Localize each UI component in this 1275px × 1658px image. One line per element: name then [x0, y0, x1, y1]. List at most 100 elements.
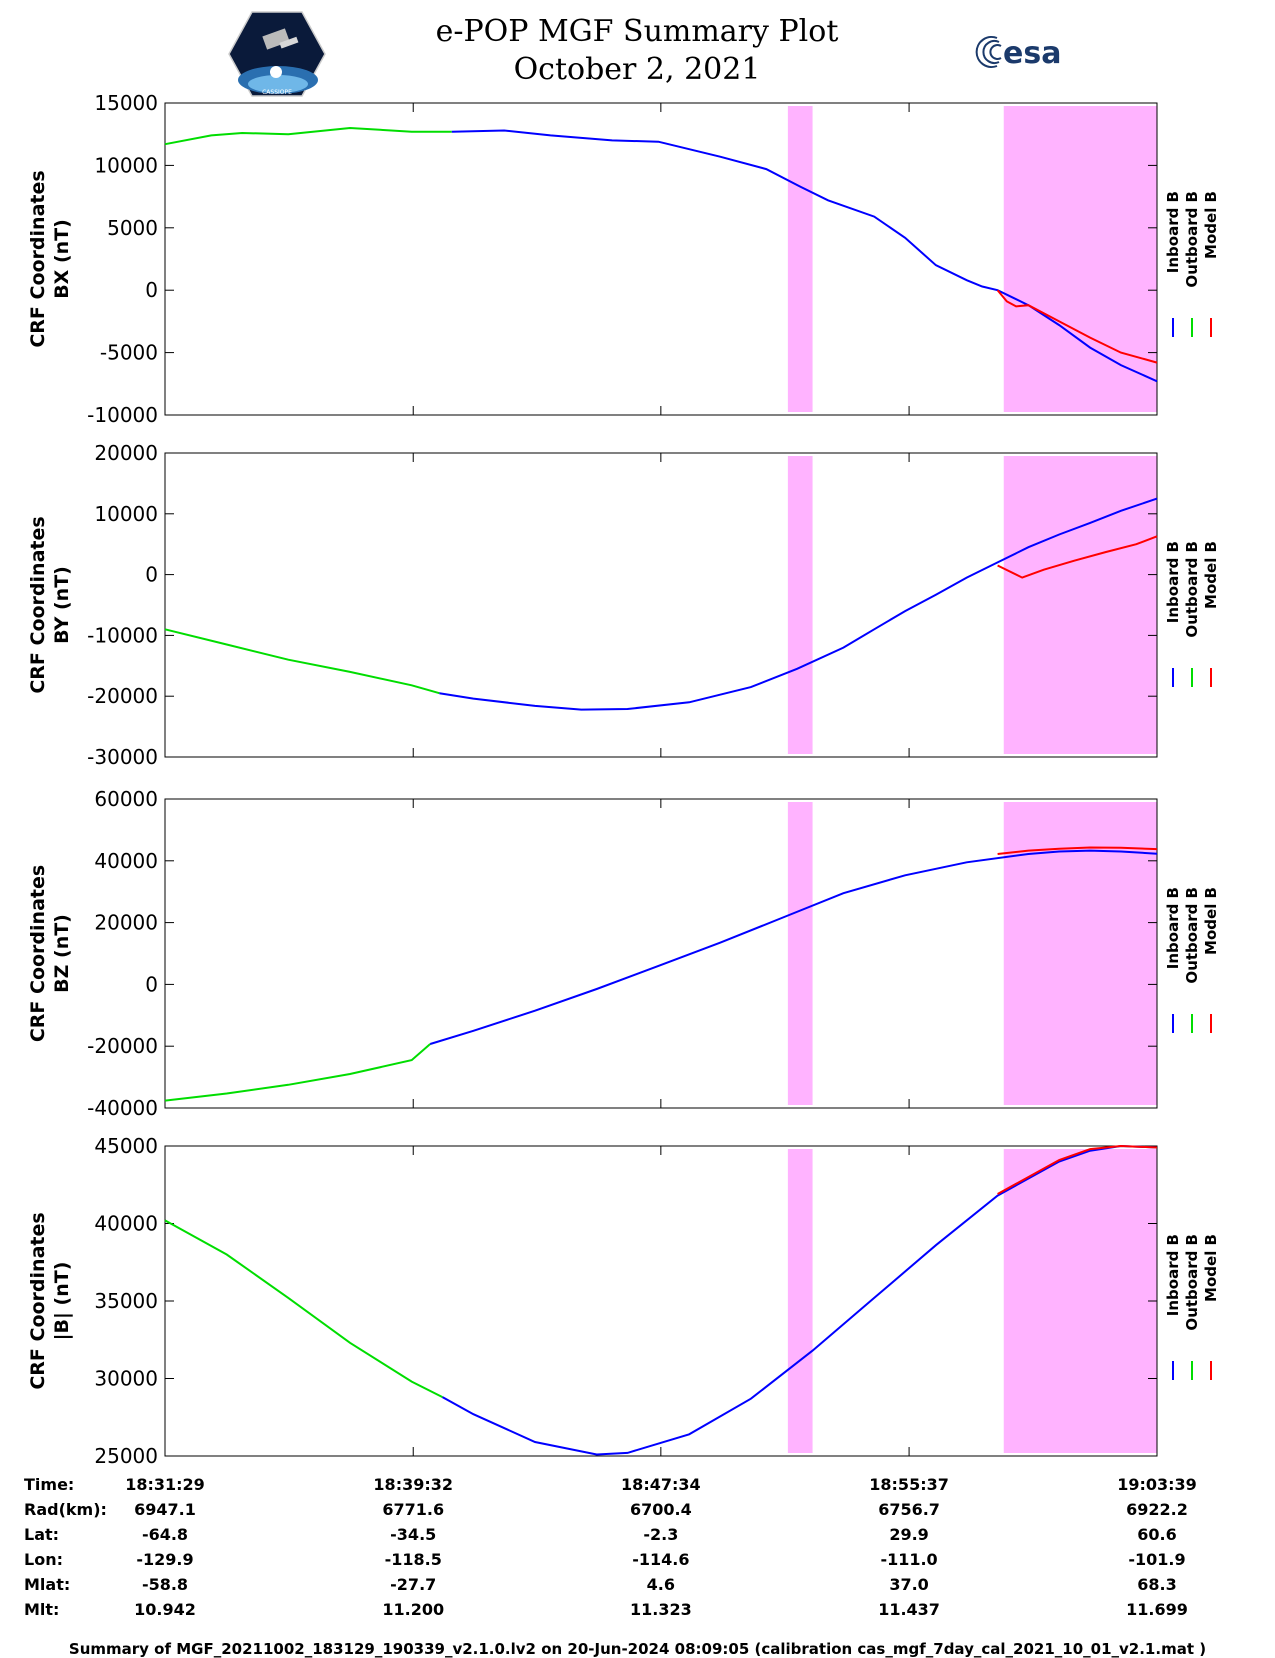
ephemeris-value: 60.6	[1137, 1525, 1176, 1544]
y-axis-label: BY (nT)	[51, 566, 73, 644]
legend-label: Model B	[1202, 541, 1220, 609]
ephemeris-row-label: Lon:	[24, 1550, 63, 1569]
ephemeris-value: 11.200	[382, 1600, 444, 1619]
ephemeris-value: -58.8	[142, 1575, 188, 1594]
y-tick-label: 40000	[94, 1212, 158, 1236]
y-axis-label: BZ (nT)	[51, 914, 73, 993]
footer-summary: Summary of MGF_20211002_183129_190339_v2…	[68, 1640, 1207, 1658]
ephemeris-value: 6771.6	[382, 1500, 444, 1519]
y-tick-label: 0	[145, 278, 158, 302]
ephemeris-value: -2.3	[643, 1525, 678, 1544]
ephemeris-row-label: Time:	[24, 1475, 74, 1494]
esa-logo: esa	[975, 36, 1061, 71]
highlight-band	[1003, 456, 1157, 754]
y-tick-label: -10000	[87, 623, 158, 647]
highlight-band	[1003, 106, 1157, 412]
y-tick-label: 0	[145, 563, 158, 587]
ephemeris-value: -64.8	[142, 1525, 188, 1544]
y-axis-label: CRF Coordinates	[27, 865, 49, 1042]
ephemeris-value: 19:03:39	[1117, 1475, 1197, 1494]
highlight-band	[1003, 1149, 1157, 1453]
chart-subtitle: October 2, 2021	[513, 52, 761, 87]
ephemeris-value: 18:39:32	[373, 1475, 453, 1494]
series-line-model-b	[997, 535, 1158, 579]
y-tick-label: 20000	[94, 911, 158, 935]
ephemeris-value: 18:31:29	[125, 1475, 205, 1494]
y-tick-label: -10000	[87, 403, 158, 427]
ephemeris-value: 18:47:34	[621, 1475, 701, 1494]
y-tick-label: 20000	[94, 441, 158, 465]
y-tick-label: -20000	[87, 684, 158, 708]
esa-logo-text: esa	[1003, 36, 1061, 71]
y-tick-label: -5000	[100, 341, 158, 365]
ephemeris-value: 11.323	[630, 1600, 692, 1619]
cassiope-logo-text: CASSIOPE	[262, 89, 292, 96]
y-axis-label: CRF Coordinates	[27, 170, 49, 347]
ephemeris-value: -114.6	[632, 1550, 689, 1569]
ephemeris-value: 11.699	[1126, 1600, 1188, 1619]
ephemeris-value: 29.9	[889, 1525, 928, 1544]
ephemeris-value: 18:55:37	[869, 1475, 949, 1494]
ephemeris-value: 37.0	[889, 1575, 928, 1594]
series-line-inboard-b	[429, 849, 1158, 1045]
chart-title: e-POP MGF Summary Plot	[435, 14, 839, 49]
y-tick-label: 15000	[94, 91, 158, 115]
legend-label: Outboard B	[1183, 1234, 1201, 1331]
series-line-outboard-b	[164, 126, 452, 146]
y-tick-label: -30000	[87, 745, 158, 769]
ephemeris-row-label: Lat:	[24, 1525, 59, 1544]
legend-label: Inboard B	[1164, 541, 1182, 623]
legend-label: Inboard B	[1164, 887, 1182, 969]
y-axis-label: |B| (nT)	[51, 1262, 73, 1341]
legend-label: Model B	[1202, 887, 1220, 955]
series-line-model-b	[997, 1144, 1158, 1195]
legend-label: Model B	[1202, 191, 1220, 259]
y-tick-label: -20000	[87, 1034, 158, 1058]
y-tick-label: 0	[145, 972, 158, 996]
series-line-outboard-b	[164, 628, 440, 695]
header: CASSIOPE e-POP MGF Summary Plot October …	[0, 0, 1275, 100]
ephemeris-row-label: Mlat:	[24, 1575, 70, 1594]
ephemeris-value: 4.6	[647, 1575, 675, 1594]
y-axis-label: BX (nT)	[51, 219, 73, 299]
ephemeris-value: 6756.7	[878, 1500, 940, 1519]
series-line-inboard-b	[439, 497, 1158, 711]
highlight-band	[787, 106, 813, 412]
series-line-model-b	[997, 846, 1158, 855]
y-tick-label: 60000	[94, 787, 158, 811]
legend-label: Outboard B	[1183, 191, 1201, 288]
ephemeris-value: -34.5	[390, 1525, 436, 1544]
legend-label: Outboard B	[1183, 541, 1201, 638]
ephemeris-row-label: Mlt:	[24, 1600, 59, 1619]
ephemeris-value: 6947.1	[134, 1500, 196, 1519]
series-line-inboard-b	[442, 1144, 1158, 1456]
y-tick-label: 10000	[94, 502, 158, 526]
ephemeris-value: -27.7	[390, 1575, 436, 1594]
y-tick-label: 10000	[94, 153, 158, 177]
legend-label: Inboard B	[1164, 191, 1182, 273]
highlight-band	[787, 456, 813, 754]
series-line-outboard-b	[164, 1043, 431, 1102]
y-tick-label: 25000	[94, 1444, 158, 1468]
y-tick-label: 35000	[94, 1289, 158, 1313]
highlight-band	[787, 802, 813, 1105]
ephemeris-value: -118.5	[385, 1550, 442, 1569]
ephemeris-value: -101.9	[1128, 1550, 1185, 1569]
y-tick-label: 5000	[107, 216, 158, 240]
y-axis-label: CRF Coordinates	[27, 516, 49, 693]
series-line-model-b	[996, 289, 1158, 364]
y-tick-label: 40000	[94, 849, 158, 873]
series-line-inboard-b	[451, 129, 1158, 383]
ephemeris-value: 6700.4	[630, 1500, 692, 1519]
y-tick-label: 30000	[94, 1367, 158, 1391]
series-line-outboard-b	[164, 1219, 443, 1398]
highlight-band	[787, 1149, 813, 1453]
legend-label: Outboard B	[1183, 887, 1201, 984]
ephemeris-value: 68.3	[1137, 1575, 1176, 1594]
ephemeris-value: 10.942	[134, 1600, 196, 1619]
y-tick-label: -40000	[87, 1096, 158, 1120]
ephemeris-row-label: Rad(km):	[24, 1500, 107, 1519]
ephemeris-value: 11.437	[878, 1600, 940, 1619]
y-axis-label: CRF Coordinates	[27, 1212, 49, 1389]
